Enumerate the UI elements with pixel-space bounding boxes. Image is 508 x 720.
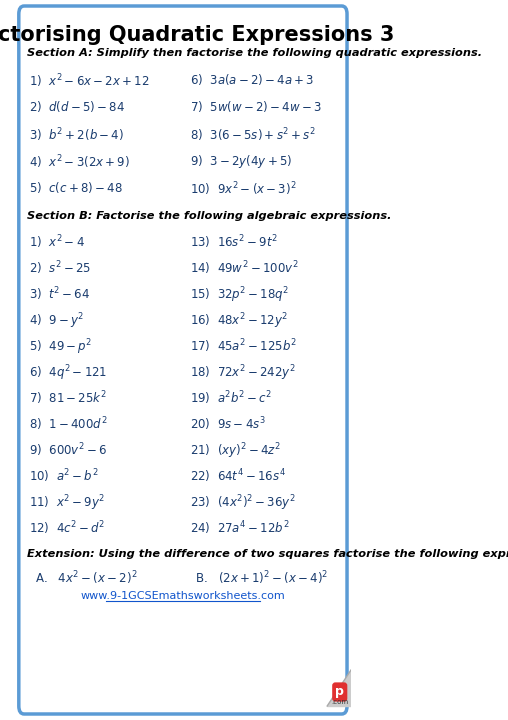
Text: Factorising Quadratic Expressions 3: Factorising Quadratic Expressions 3 <box>0 25 395 45</box>
Text: 21)  $(xy)^2 - 4z^2$: 21) $(xy)^2 - 4z^2$ <box>190 441 281 461</box>
Text: www.9-1GCSEmathsworksheets.com: www.9-1GCSEmathsworksheets.com <box>81 591 285 601</box>
Text: 10)  $9x^2 - (x - 3)^2$: 10) $9x^2 - (x - 3)^2$ <box>190 180 297 197</box>
Text: 19)  $a^2b^2 - c^2$: 19) $a^2b^2 - c^2$ <box>190 389 272 407</box>
Text: 20)  $9s - 4s^3$: 20) $9s - 4s^3$ <box>190 415 266 433</box>
Text: 1)  $x^2 - 6x - 2x + 12$: 1) $x^2 - 6x - 2x + 12$ <box>29 72 150 89</box>
Text: 8)  $3(6 - 5s) + s^2 + s^2$: 8) $3(6 - 5s) + s^2 + s^2$ <box>190 126 316 143</box>
Text: 14)  $49w^2 - 100v^2$: 14) $49w^2 - 100v^2$ <box>190 259 299 276</box>
Text: 6)  $4q^2 - 121$: 6) $4q^2 - 121$ <box>29 363 108 382</box>
Polygon shape <box>327 670 351 706</box>
Text: 4)  $9 - y^2$: 4) $9 - y^2$ <box>29 311 85 330</box>
Text: 7)  $5w(w - 2) - 4w - 3$: 7) $5w(w - 2) - 4w - 3$ <box>190 99 322 114</box>
Text: p: p <box>335 685 344 698</box>
Text: 18)  $72x^2 - 242y^2$: 18) $72x^2 - 242y^2$ <box>190 363 296 382</box>
Text: Extension: Using the difference of two squares factorise the following expressio: Extension: Using the difference of two s… <box>27 549 508 559</box>
Text: 12)  $4c^2 - d^2$: 12) $4c^2 - d^2$ <box>29 519 106 536</box>
Text: 3)  $t^2 - 64$: 3) $t^2 - 64$ <box>29 285 91 302</box>
Text: 3)  $b^2 + 2(b - 4)$: 3) $b^2 + 2(b - 4)$ <box>29 126 124 143</box>
Text: 2)  $d(d - 5) - 84$: 2) $d(d - 5) - 84$ <box>29 99 125 114</box>
Text: 15)  $32p^2 - 18q^2$: 15) $32p^2 - 18q^2$ <box>190 285 290 305</box>
Text: 2)  $s^2 - 25$: 2) $s^2 - 25$ <box>29 259 91 276</box>
Text: 9)  $3 - 2y(4y + 5)$: 9) $3 - 2y(4y + 5)$ <box>190 153 293 170</box>
Text: 16)  $48x^2 - 12y^2$: 16) $48x^2 - 12y^2$ <box>190 311 289 330</box>
Text: 11)  $x^2 - 9y^2$: 11) $x^2 - 9y^2$ <box>29 493 105 513</box>
Text: 22)  $64t^4 - 16s^4$: 22) $64t^4 - 16s^4$ <box>190 467 286 485</box>
Text: 6)  $3a(a - 2) - 4a + 3$: 6) $3a(a - 2) - 4a + 3$ <box>190 72 314 87</box>
Text: .com: .com <box>331 699 348 705</box>
Text: B.   $(2x+1)^2 - (x-4)^2$: B. $(2x+1)^2 - (x-4)^2$ <box>196 569 329 587</box>
Text: 23)  $(4x^2)^2 - 36y^2$: 23) $(4x^2)^2 - 36y^2$ <box>190 493 296 513</box>
Text: 4)  $x^2 - 3(2x + 9)$: 4) $x^2 - 3(2x + 9)$ <box>29 153 131 171</box>
Text: 5)  $c(c + 8) - 48$: 5) $c(c + 8) - 48$ <box>29 180 123 195</box>
Text: 5)  $49 - p^2$: 5) $49 - p^2$ <box>29 337 93 356</box>
Text: 1)  $x^2 - 4$: 1) $x^2 - 4$ <box>29 233 85 251</box>
Text: 13)  $16s^2 - 9t^2$: 13) $16s^2 - 9t^2$ <box>190 233 278 251</box>
Text: Section B: Factorise the following algebraic expressions.: Section B: Factorise the following algeb… <box>27 211 391 221</box>
Text: 10)  $a^2 - b^2$: 10) $a^2 - b^2$ <box>29 467 99 485</box>
Text: A.   $4x^2 - (x-2)^2$: A. $4x^2 - (x-2)^2$ <box>35 569 137 587</box>
FancyBboxPatch shape <box>19 6 347 714</box>
Text: Section A: Simplify then factorise the following quadratic expressions.: Section A: Simplify then factorise the f… <box>27 48 482 58</box>
Text: 9)  $600v^2 - 6$: 9) $600v^2 - 6$ <box>29 441 108 459</box>
Text: 7)  $81 - 25k^2$: 7) $81 - 25k^2$ <box>29 389 108 407</box>
Text: 8)  $1 - 400d^2$: 8) $1 - 400d^2$ <box>29 415 108 433</box>
Text: 17)  $45a^2 - 125b^2$: 17) $45a^2 - 125b^2$ <box>190 337 297 355</box>
Text: 24)  $27a^4 - 12b^2$: 24) $27a^4 - 12b^2$ <box>190 519 290 536</box>
